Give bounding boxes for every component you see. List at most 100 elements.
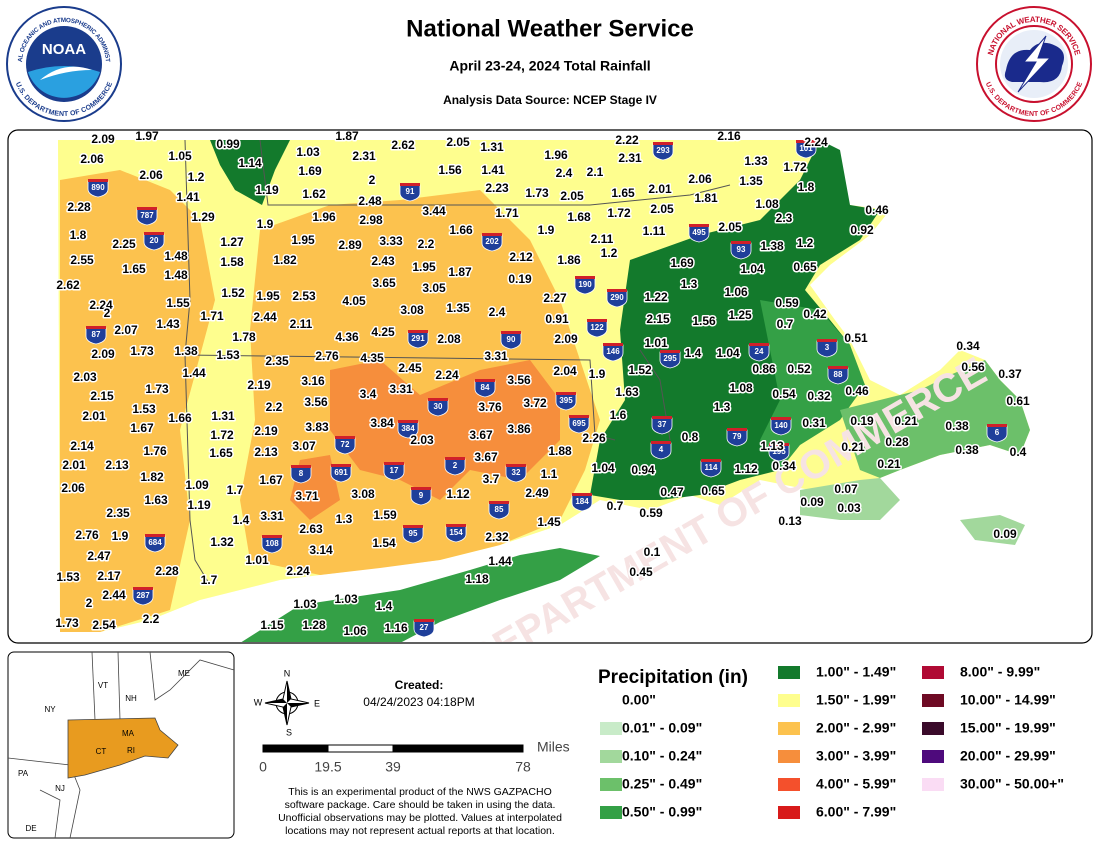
route-number: 95 [409, 529, 418, 538]
route-shield: 190 [574, 276, 596, 295]
legend-label: 0.25" - 0.49" [622, 776, 702, 792]
shield-top [769, 443, 789, 446]
rainfall-label: 2 [104, 306, 111, 320]
rainfall-label: 2.15 [646, 312, 670, 326]
rainfall-label: 2.27 [543, 291, 567, 305]
rainfall-label: 1.87 [335, 129, 359, 143]
shield-body [481, 234, 503, 252]
shield-body [555, 393, 577, 411]
route-shield: 287 [132, 587, 154, 606]
rainfall-label: 1.72 [210, 428, 234, 442]
route-number: 37 [658, 420, 667, 429]
rainfall-label: 1.86 [557, 253, 581, 267]
rainfall-label: 2.45 [398, 361, 422, 375]
rainfall-label: 2.76 [315, 349, 339, 363]
rainfall-label: 0.7 [777, 317, 794, 331]
disclaimer-line: Unofficial observations may be plotted. … [278, 812, 562, 824]
scale-label: 39 [385, 759, 401, 775]
state-label: CT [96, 747, 107, 756]
rainfall-label: 0.09 [800, 495, 824, 509]
rainfall-label: 1.06 [724, 285, 748, 299]
legend-label: 30.00" - 50.00+" [960, 776, 1064, 792]
shield-body [85, 327, 107, 345]
rainfall-label: 2.13 [254, 445, 278, 459]
rainfall-label: 1.04 [591, 461, 615, 475]
disclaimer-line: This is an experimental product of the N… [288, 786, 552, 798]
rainfall-label: 2.4 [489, 305, 506, 319]
rainfall-label: 2.32 [485, 530, 509, 544]
state-label: VT [98, 681, 108, 690]
route-shield: 4 [650, 441, 672, 460]
shield-body [586, 320, 608, 338]
rainfall-label: 2.03 [410, 433, 434, 447]
rainfall-label: 1.55 [166, 296, 190, 310]
rainfall-label: 1.73 [525, 186, 549, 200]
route-number: 190 [578, 280, 592, 289]
legend-swatch [778, 722, 800, 735]
rainfall-label: 1.67 [130, 421, 154, 435]
rainfall-label: 3.4 [360, 387, 377, 401]
rainfall-label: 0.7 [607, 499, 624, 513]
rainfall-label: 3.72 [523, 396, 547, 410]
route-shield: 684 [144, 534, 166, 553]
route-number: 195 [772, 447, 786, 456]
rainfall-label: 3.05 [422, 281, 446, 295]
rainfall-label: 1.43 [156, 317, 180, 331]
rainfall-label: 1.12 [734, 462, 758, 476]
rainfall-label: 0.13 [778, 514, 802, 528]
shield-body [748, 344, 770, 362]
shield-body [334, 437, 356, 455]
route-number: 88 [834, 370, 843, 379]
rainfall-label: 1.52 [628, 363, 652, 377]
rainfall-label: 3.67 [469, 428, 493, 442]
shield-top [652, 416, 672, 419]
state-label: NY [44, 705, 56, 714]
route-shield: 154 [445, 524, 467, 543]
route-shield: 72 [334, 436, 356, 455]
rainfall-label: 0.31 [802, 416, 826, 430]
shield-body [606, 290, 628, 308]
route-shield: 184 [571, 493, 593, 512]
rainfall-label: 1.66 [449, 223, 473, 237]
route-number: 154 [449, 528, 463, 537]
rainfall-label: 1.09 [185, 478, 209, 492]
shield-body [290, 466, 312, 484]
rainfall-label: 1.18 [465, 572, 489, 586]
route-number: 202 [485, 237, 499, 246]
shield-body [651, 417, 673, 435]
rainfall-label: 1.73 [130, 344, 154, 358]
shield-top [569, 415, 589, 418]
route-number: 87 [92, 330, 101, 339]
nws-logo: NATIONAL WEATHER SERVICE U.S. DEPARTMENT… [976, 6, 1092, 122]
route-number: 6 [995, 428, 1000, 437]
rainfall-label: 1.58 [220, 255, 244, 269]
route-number: 114 [705, 463, 718, 472]
shield-top [796, 140, 816, 143]
shield-top [408, 330, 428, 333]
rainfall-label: 3.08 [400, 303, 424, 317]
shield-body [500, 332, 522, 350]
rainfall-label: 1.44 [488, 554, 512, 568]
legend-swatch [922, 694, 944, 707]
route-shield: 90 [500, 331, 522, 350]
shield-top [828, 366, 848, 369]
shield-body [795, 141, 817, 159]
rainfall-label: 2.98 [359, 213, 383, 227]
shield-top [575, 276, 595, 279]
title: National Weather Service [406, 15, 694, 42]
shield-body [399, 184, 421, 202]
map-area: U.S. DEPARTMENT OF COMMERCE 890787209120… [9, 129, 1091, 642]
shield-top [660, 350, 680, 353]
route-shield: 27 [413, 619, 435, 638]
rainfall-label: 1.65 [209, 446, 233, 460]
rainfall-label: 1.9 [538, 223, 555, 237]
shield-body [330, 465, 352, 483]
rainfall-label: 3.71 [295, 489, 319, 503]
route-shield: 695 [568, 415, 590, 434]
shield-body [505, 465, 527, 483]
rainfall-label: 1.82 [140, 470, 164, 484]
shield-top [475, 379, 495, 382]
rainfall-label: 2.23 [485, 181, 509, 195]
route-shield: 91 [399, 183, 421, 202]
